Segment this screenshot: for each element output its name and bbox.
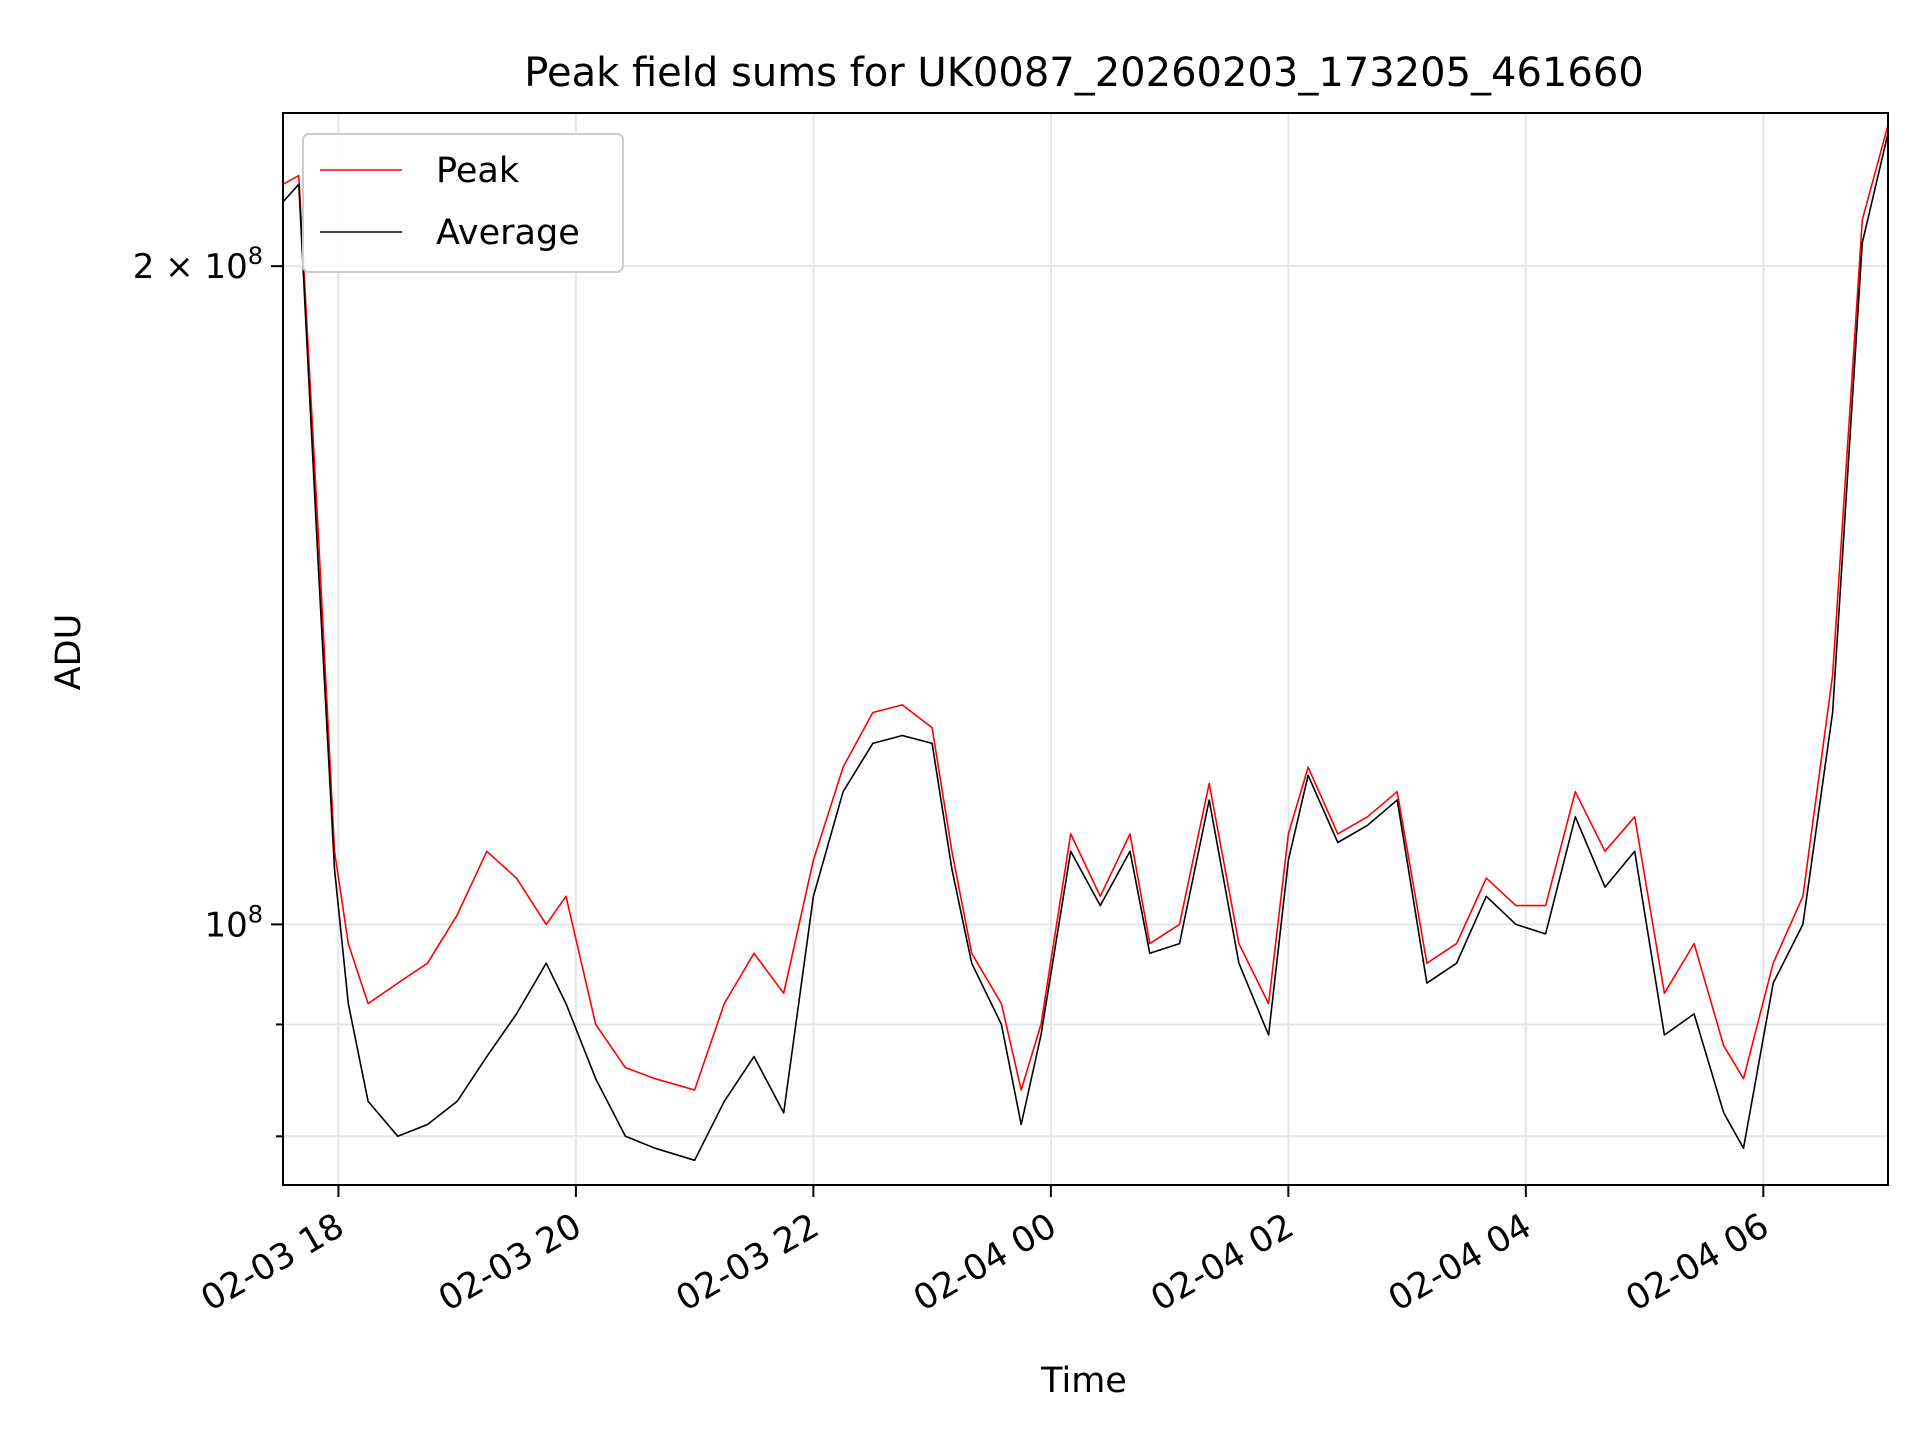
chart-title: Peak field sums for UK0087_20260203_1732… [524, 50, 1643, 96]
y-tick-label: 2 × 108 [133, 242, 263, 287]
legend: Peak Average [302, 133, 624, 273]
legend-label-peak: Peak [436, 151, 520, 191]
legend-box [302, 133, 624, 273]
legend-label-average: Average [436, 213, 580, 253]
x-axis-label: Time [1040, 1361, 1127, 1401]
y-axis-label: ADU [49, 614, 89, 691]
plot-series [282, 124, 1889, 1162]
series-line-peak [282, 124, 1889, 1091]
series-line-average [282, 133, 1889, 1162]
plot-frame [282, 112, 1889, 1186]
